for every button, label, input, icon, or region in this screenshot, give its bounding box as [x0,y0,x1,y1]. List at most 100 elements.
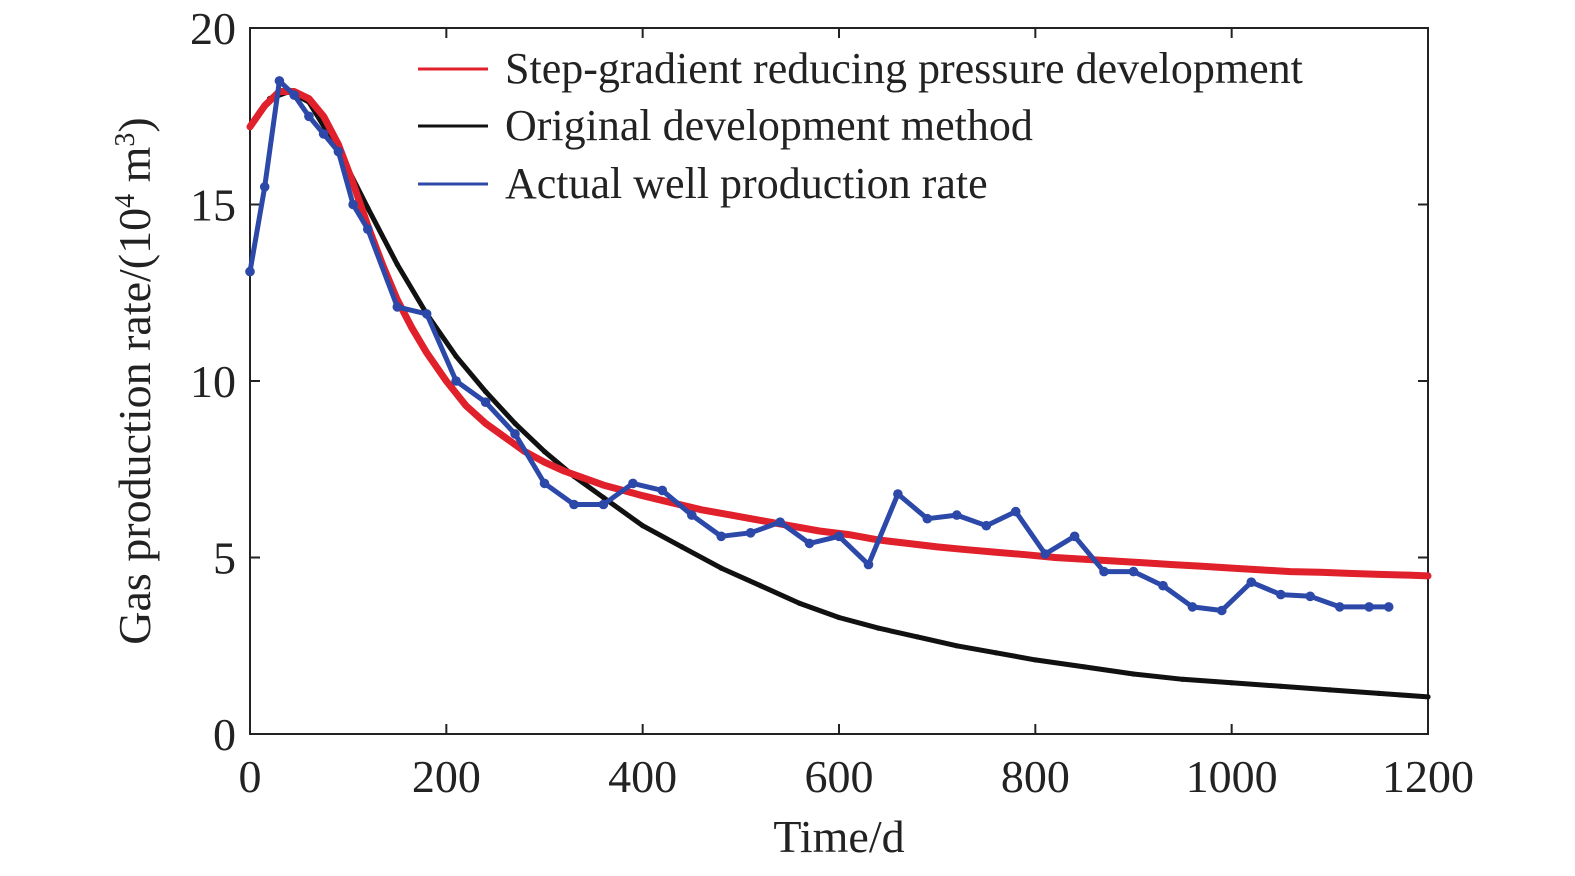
data-point-step-gradient [443,377,450,385]
data-point-step-gradient [349,180,357,187]
data-point-original [394,261,400,268]
data-point-original [1229,680,1235,686]
data-point-step-gradient [1287,568,1294,575]
data-point-step-gradient [1199,563,1206,570]
data-point-step-gradient [408,324,416,332]
data-point-step-gradient [1346,570,1353,577]
data-point-actual [259,182,270,192]
data-point-step-gradient [423,349,430,356]
data-point-step-gradient [639,492,646,499]
data-point-actual [318,129,329,139]
data-point-step-gradient [600,481,607,489]
data-point-original [1180,676,1186,682]
y-axis-label: Gas production rate/(104 m3) [109,117,160,644]
data-point-original [1425,694,1431,700]
data-point-original [993,650,999,656]
data-point-actual [1217,605,1227,616]
data-point-step-gradient [560,467,568,475]
data-point-original [365,205,371,211]
data-point-step-gradient [845,531,852,538]
data-point-original [600,494,607,501]
data-point-step-gradient [1257,566,1265,574]
y-axis-label-end: ) [109,117,160,132]
data-point-step-gradient [757,517,764,524]
data-point-original [1032,657,1038,663]
data-point-actual [1128,566,1139,577]
data-point-actual [274,76,285,86]
legend-label-original: Original development method [505,101,1033,150]
data-point-original [1081,664,1087,670]
data-point-step-gradient [992,549,1000,556]
x-tick-label: 0 [239,751,262,802]
data-point-actual [348,199,358,210]
data-point-actual [1276,589,1286,600]
data-point-actual [1334,602,1345,612]
data-point-original [1376,690,1382,697]
data-point-step-gradient [1081,556,1088,563]
data-point-actual [657,485,668,496]
data-point-step-gradient [934,543,941,551]
data-point-step-gradient [482,420,489,427]
y-tick-label: 0 [213,709,236,760]
data-point-step-gradient [816,527,823,535]
x-tick-label: 600 [805,751,874,802]
y-axis-label-unit: m [109,146,160,194]
data-point-actual [1246,577,1257,587]
data-point-step-gradient [1228,564,1235,572]
x-tick-label: 800 [1001,751,1070,802]
data-point-actual [333,146,344,157]
y-tick-label: 10 [190,356,236,407]
data-point-step-gradient [305,95,313,102]
data-point-step-gradient [1316,569,1324,576]
data-point-actual [598,499,609,510]
y-tick-label: 5 [213,533,236,584]
data-point-actual [392,302,403,312]
data-point-step-gradient [963,546,970,553]
data-point-actual [716,531,726,542]
data-point-actual [1158,580,1168,591]
y-axis-label-sup2: 3 [110,133,141,147]
data-point-actual [628,478,638,489]
data-point-step-gradient [502,434,509,441]
data-point-actual [421,309,432,319]
legend-label-step-gradient: Step-gradient reducing pressure developm… [505,44,1303,93]
data-point-original [541,449,548,455]
data-point-original [1130,671,1137,677]
data-point-original [640,523,646,529]
data-point-step-gradient [698,506,705,513]
legend-label-actual: Actual well production rate [505,159,988,208]
data-point-actual [834,531,844,542]
data-point-step-gradient [1022,551,1029,558]
data-point-step-gradient [541,459,548,466]
data-point-original [453,353,459,359]
data-point-step-gradient [1110,557,1118,565]
data-point-step-gradient [1169,561,1177,568]
data-point-original [1278,683,1284,689]
data-point-actual [304,111,314,122]
data-point-step-gradient [462,402,470,409]
data-point-actual [245,266,255,277]
data-point-original [954,643,960,649]
data-point-actual [863,559,874,570]
data-point-original [836,614,842,621]
data-point-actual [1040,549,1050,559]
data-point-original [1327,687,1333,693]
data-point-original [757,583,764,589]
data-point-actual [687,510,697,520]
data-point-actual [1187,602,1198,612]
data-point-original [914,634,921,640]
data-point-step-gradient [1424,572,1432,580]
data-point-actual [804,538,815,549]
data-point-actual [1383,602,1394,612]
data-point-actual [363,224,373,234]
data-point-step-gradient [1140,559,1147,566]
data-point-step-gradient [246,123,254,130]
x-tick-label: 400 [608,751,677,802]
data-point-actual [1099,566,1109,577]
x-axis-label: Time/d [773,811,904,862]
data-point-actual [480,397,491,408]
data-point-actual [451,376,461,386]
y-tick-label: 20 [190,3,236,54]
data-point-step-gradient [1051,554,1059,561]
